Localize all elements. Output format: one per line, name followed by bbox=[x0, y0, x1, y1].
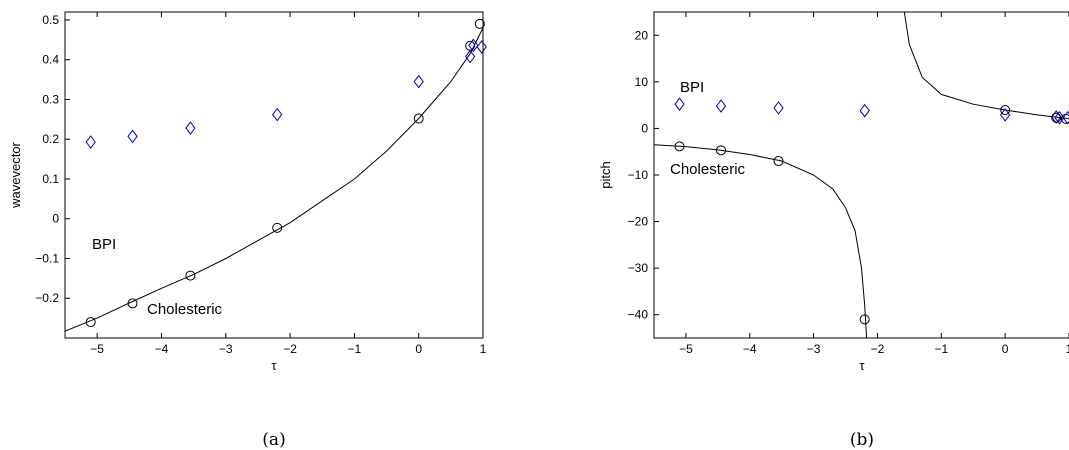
panel-a-cholesteric-point bbox=[413, 113, 424, 124]
panel-b-bpi-point bbox=[1000, 108, 1011, 122]
panel-b-fit-curve-group bbox=[654, 12, 1069, 338]
panel-b-fit-curve bbox=[654, 144, 868, 338]
panel-a-cholesteric-point bbox=[272, 222, 283, 233]
panel-b-cholesteric-point bbox=[859, 314, 870, 325]
panel-b-annotation-bpi: BPI bbox=[680, 79, 704, 96]
panel-a-x-tick-label: 0 bbox=[415, 342, 422, 356]
panel-b-y-tick-label: −20 bbox=[628, 215, 649, 229]
panel-a-y-tick-label: 0.5 bbox=[42, 13, 59, 27]
panel-b-y-tick-label: 0 bbox=[641, 121, 648, 135]
panel-b-annotation-cholesteric: Cholesteric bbox=[670, 161, 746, 178]
panel-a-cholesteric-point bbox=[185, 270, 196, 281]
panel-b-y-tick-label: −10 bbox=[628, 168, 649, 182]
panel-a-ticks: −5 −4 −3 −2 −1 0 1 −0.2 −0.1 0 0.1 0.2 0.3 0.4 0.5 bbox=[35, 12, 487, 356]
panel-a-wavevector-chart: −5 −4 −3 −2 −1 0 1 −0.2 −0.1 0 0.1 0.2 0.3 0.4 0.5 τ w… bbox=[8, 11, 487, 450]
panel-a-bpi-point bbox=[272, 107, 283, 122]
panel-a-axes-box bbox=[64, 11, 484, 339]
panel-b-axes-box bbox=[653, 11, 1069, 339]
panel-a-y-tick-label: 0.3 bbox=[42, 92, 59, 106]
panel-a-x-tick-label: 1 bbox=[480, 342, 487, 356]
panel-b-cholesteric-point bbox=[1000, 105, 1011, 116]
panel-b-y-axis-label: pitch bbox=[598, 161, 613, 188]
panel-a-y-tick-label: −0.2 bbox=[35, 291, 59, 305]
panel-b-x-tick-label: 0 bbox=[1002, 342, 1009, 356]
panel-b-bpi-point bbox=[1051, 110, 1062, 124]
panel-a-annotation-cholesteric: Cholesteric bbox=[147, 301, 223, 318]
panel-a-bpi-point bbox=[127, 129, 138, 144]
panel-b-x-tick-label: −1 bbox=[934, 342, 948, 356]
panel-a-cholesteric-point bbox=[85, 317, 96, 328]
panel-b-x-tick-label: −2 bbox=[871, 342, 885, 356]
panel-a-y-tick-label: 0.1 bbox=[42, 172, 59, 186]
panel-b-bpi-point bbox=[674, 97, 685, 112]
panel-b-fit-curve bbox=[903, 12, 1069, 120]
panel-a-y-tick-label: 0.4 bbox=[42, 53, 59, 67]
panel-a-x-tick-label: −1 bbox=[348, 342, 362, 356]
panel-a-cholesteric-point bbox=[465, 40, 476, 51]
panel-a-y-tick-label: 0 bbox=[52, 212, 59, 226]
panel-a-fit-curve bbox=[65, 27, 483, 332]
panel-b-cholesteric-point bbox=[674, 141, 685, 152]
panel-a-y-axis-label: wavevector bbox=[8, 141, 23, 208]
panel-a-fit-curve-group bbox=[65, 27, 483, 332]
panel-b-bpi-point bbox=[773, 101, 784, 115]
panel-a-bpi-point bbox=[476, 40, 487, 54]
panel-b-bpi-point bbox=[715, 99, 727, 113]
panel-a-bpi-point bbox=[85, 135, 96, 149]
panel-b-x-tick-label: 1 bbox=[1066, 342, 1069, 356]
panel-b-x-tick-label: −5 bbox=[679, 342, 693, 356]
panel-a-y-tick-label: −0.1 bbox=[35, 251, 59, 265]
panel-a-x-axis-label: τ bbox=[271, 358, 277, 373]
panel-b-y-tick-label: −40 bbox=[628, 308, 649, 322]
panel-a-cholesteric-point bbox=[127, 298, 138, 309]
panel-a-bpi-point bbox=[185, 121, 196, 135]
panel-b-y-tick-label: 20 bbox=[635, 28, 649, 42]
panel-b-caption: (b) bbox=[850, 430, 874, 450]
panel-a-bpi-point bbox=[413, 74, 424, 89]
panel-a-x-tick-label: −4 bbox=[155, 342, 169, 356]
panel-a-x-tick-label: −2 bbox=[283, 342, 297, 356]
panel-a-bpi-point bbox=[465, 49, 476, 64]
panel-b-bpi-point bbox=[859, 103, 870, 118]
panel-b-y-tick-label: −30 bbox=[628, 261, 649, 275]
panel-b-bpi-point bbox=[1062, 110, 1069, 125]
panel-b-x-axis-label: τ bbox=[859, 358, 865, 373]
panel-b-x-tick-label: −4 bbox=[743, 342, 757, 356]
panel-b-y-tick-label: 10 bbox=[635, 75, 649, 89]
panel-b-cholesteric-point bbox=[1060, 113, 1069, 124]
panel-b-cholesteric-point bbox=[773, 156, 784, 167]
panel-b-cholesteric-point bbox=[1051, 112, 1062, 123]
panel-b-x-tick-label: −3 bbox=[807, 342, 821, 356]
panel-a-bpi-point bbox=[468, 38, 479, 53]
panel-a-caption: (a) bbox=[262, 430, 285, 450]
panel-a-x-tick-label: −5 bbox=[90, 342, 104, 356]
panel-b-cholesteric-point bbox=[716, 145, 727, 156]
panel-a-annotation-bpi: BPI bbox=[92, 236, 116, 253]
panel-b-points bbox=[674, 97, 1069, 325]
panel-a-cholesteric-point bbox=[474, 18, 485, 29]
panel-a-x-tick-label: −3 bbox=[219, 342, 233, 356]
panel-a-points bbox=[85, 18, 487, 328]
panel-a-y-tick-label: 0.2 bbox=[42, 132, 59, 146]
